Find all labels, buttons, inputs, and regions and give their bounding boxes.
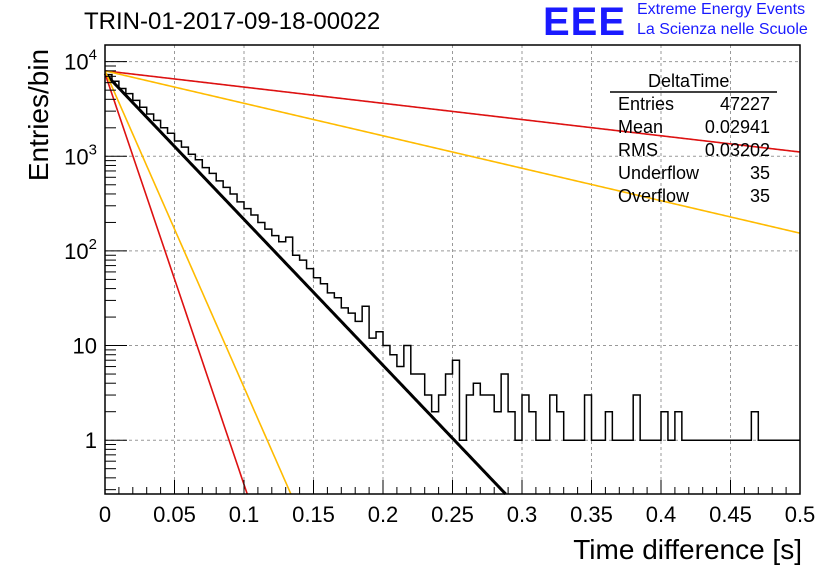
stats-value: 35 [749,163,770,183]
x-tick-label: 0.25 [431,502,474,527]
stats-label: Overflow [618,186,690,206]
y-tick-label: 1 [85,428,97,453]
x-tick-label: 0.1 [229,502,260,527]
stats-value: 47227 [719,94,770,114]
y-tick-label: 10 [73,334,97,359]
y-axis-label: Entries/bin [23,48,54,182]
fit-curve [104,73,248,495]
x-tick-label: 0.05 [153,502,196,527]
fit-curve [104,70,801,153]
eee-logo: EEE [543,0,627,44]
stats-value: 0.03202 [704,140,770,160]
stats-label: RMS [618,140,658,160]
fit-curve [104,70,801,234]
stats-value: 0.02941 [704,117,770,137]
x-axis-label: Time difference [s] [573,534,802,565]
logo-line-2: La Scienza nelle Scuole [637,21,808,38]
grid-lines [105,45,800,494]
y-tick-label: 103 [64,141,97,169]
x-tick-label: 0.5 [785,502,816,527]
x-tick-label: 0.35 [570,502,613,527]
logo-line-1: Extreme Energy Events [637,1,806,18]
y-tick-label: 102 [64,236,97,264]
stats-title: DeltaTime [648,71,730,91]
stats-label: Mean [618,117,664,137]
axis-ticks: 0 0.05 0.1 0.15 0.2 0.25 0.3 0.35 0.4 0.45 0.5 1 10 1… [64,47,815,527]
x-tick-label: 0.2 [368,502,399,527]
stats-label: Entries [618,94,675,114]
x-tick-label: 0.3 [507,502,538,527]
histogram-outline [105,73,800,441]
x-tick-label: 0.15 [292,502,335,527]
stats-label: Underflow [618,163,700,183]
x-tick-label: 0.45 [709,502,752,527]
x-tick-label: 0 [99,502,111,527]
fit-curve [103,72,507,496]
fit-curve [104,70,292,495]
fit-curves [103,70,801,496]
y-tick-label: 104 [64,47,97,75]
stats-value: 35 [749,186,770,206]
x-tick-label: 0.4 [646,502,677,527]
histogram [105,73,800,441]
chart-title: TRIN-01-2017-09-18-00022 [84,8,381,35]
